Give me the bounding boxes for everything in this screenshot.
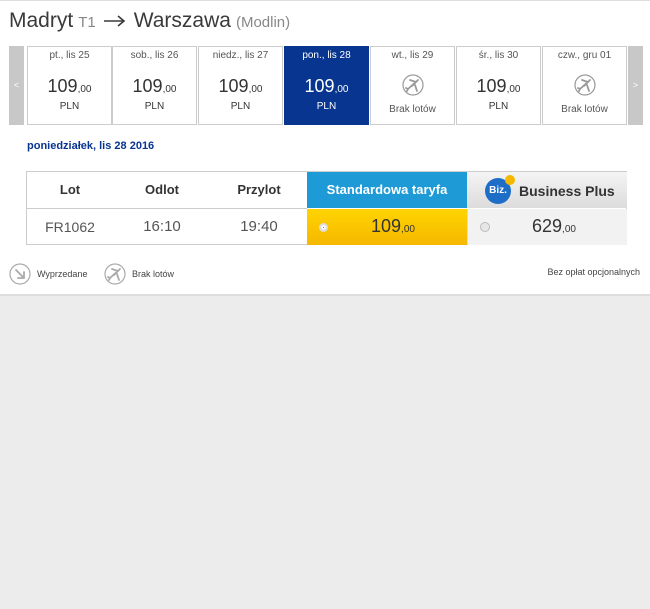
sold-out-label: Wyprzedane xyxy=(37,269,88,279)
day-date: niedz., lis 27 xyxy=(212,50,269,61)
business-price: 629,00 xyxy=(532,216,576,237)
day-option[interactable]: sob., lis 26 109,00 PLN xyxy=(112,46,197,125)
no-flights-text: Brak lotów xyxy=(561,104,608,115)
column-header: Lot xyxy=(59,182,81,197)
day-currency: PLN xyxy=(316,101,337,112)
destination-city: Warszawa xyxy=(133,9,231,32)
business-title: Business Plus xyxy=(519,183,615,199)
price-cents: ,00 xyxy=(248,84,263,95)
price-cents: ,00 xyxy=(162,84,177,95)
no-flights-text: Brak lotów xyxy=(389,104,436,115)
sold-out-icon xyxy=(9,263,31,285)
fare-radio[interactable] xyxy=(480,222,490,232)
day-option[interactable]: wt., lis 29 Brak lotów xyxy=(370,46,455,125)
day-option[interactable]: czw., gru 01 Brak lotów xyxy=(542,46,627,125)
price-amount: 629 xyxy=(532,216,563,236)
business-header: Biz.Business Plus xyxy=(467,172,627,208)
nav-prev[interactable]: < xyxy=(9,46,24,125)
no-flights-label: Brak lotów xyxy=(132,269,175,279)
day-date: pon., lis 28 xyxy=(302,50,351,61)
header-divider xyxy=(27,208,307,209)
price-amount: 109 xyxy=(371,216,402,236)
standard-header: Standardowa taryfa xyxy=(307,172,467,208)
price-cents: ,00 xyxy=(506,84,521,95)
origin-city: Madryt xyxy=(9,9,74,32)
day-currency: PLN xyxy=(59,101,80,112)
day-date: pt., lis 25 xyxy=(49,50,90,61)
day-currency: PLN xyxy=(488,101,509,112)
route-arrow xyxy=(103,15,125,28)
no-flights-icon xyxy=(104,263,126,285)
fare-radio[interactable] xyxy=(319,223,328,232)
day-option[interactable]: śr., lis 30 109,00 PLN xyxy=(456,46,541,125)
section-card: Madryt T1 Warszawa (Modlin) < > pt., lis 25 109… xyxy=(0,0,650,295)
no-flights-icon xyxy=(574,74,596,96)
fees-note: Bez opłat opcjonalnych xyxy=(547,267,640,277)
day-date: czw., gru 01 xyxy=(557,50,612,61)
price-cents: ,00 xyxy=(401,224,415,235)
day-price: 109,00 xyxy=(199,76,282,97)
price-cents: ,00 xyxy=(334,84,349,95)
column-header: Odlot xyxy=(145,182,179,197)
day-date: sob., lis 26 xyxy=(130,50,179,61)
price-amount: 109 xyxy=(304,76,335,96)
day-date: śr., lis 30 xyxy=(478,50,519,61)
day-currency: PLN xyxy=(144,101,165,112)
standard-fare[interactable]: 109,00 xyxy=(307,209,467,245)
price-amount: 109 xyxy=(476,76,507,96)
column-header: Przylot xyxy=(237,182,281,197)
no-flights-icon xyxy=(402,74,424,96)
day-option[interactable]: niedz., lis 27 109,00 PLN xyxy=(198,46,283,125)
day-price: 109,00 xyxy=(457,76,540,97)
day-option[interactable]: pt., lis 25 109,00 PLN xyxy=(27,46,112,125)
departure-time: 16:10 xyxy=(143,218,181,235)
nav-next[interactable]: > xyxy=(628,46,643,125)
origin-airport: T1 xyxy=(78,14,96,31)
route-title: Madryt T1 Warszawa (Modlin) xyxy=(9,9,290,33)
price-amount: 109 xyxy=(47,76,78,96)
standard-price: 109,00 xyxy=(371,216,415,237)
flight-number: FR1062 xyxy=(45,219,95,235)
day-option[interactable]: pon., lis 28 109,00 PLN xyxy=(284,46,369,125)
selected-date: poniedziałek, lis 28 2016 xyxy=(27,140,155,152)
day-date: wt., lis 29 xyxy=(391,50,434,61)
price-amount: 109 xyxy=(218,76,249,96)
day-currency: PLN xyxy=(230,101,251,112)
price-cents: ,00 xyxy=(77,84,92,95)
day-price: 109,00 xyxy=(28,76,111,97)
price-cents: ,00 xyxy=(562,224,576,235)
day-price: 109,00 xyxy=(113,76,196,97)
destination-airport: (Modlin) xyxy=(235,14,291,31)
price-amount: 109 xyxy=(132,76,163,96)
biz-plus xyxy=(505,175,515,185)
business-fare[interactable]: 629,00 xyxy=(467,209,627,245)
day-price: 109,00 xyxy=(285,76,368,97)
arrival-time: 19:40 xyxy=(240,218,278,235)
